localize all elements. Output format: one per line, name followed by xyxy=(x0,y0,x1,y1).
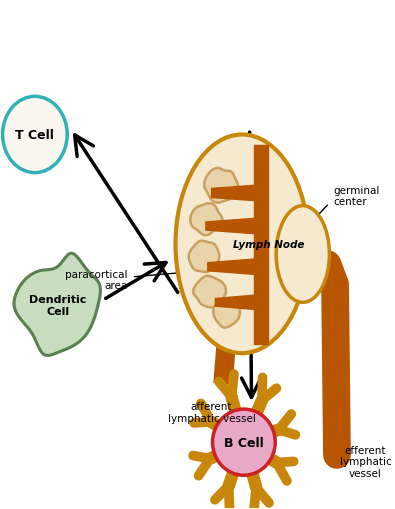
Ellipse shape xyxy=(175,135,308,353)
Polygon shape xyxy=(213,299,240,328)
Polygon shape xyxy=(193,276,226,308)
Text: germinal
center: germinal center xyxy=(333,185,380,207)
Polygon shape xyxy=(254,146,268,345)
Text: T Cell: T Cell xyxy=(15,129,55,142)
Polygon shape xyxy=(215,296,254,310)
Text: paracortical
area: paracortical area xyxy=(66,269,128,291)
Polygon shape xyxy=(212,186,254,201)
Text: afferent
lymphatic vessel: afferent lymphatic vessel xyxy=(167,402,256,423)
Ellipse shape xyxy=(3,97,67,173)
Polygon shape xyxy=(14,253,100,356)
Ellipse shape xyxy=(213,409,275,475)
Polygon shape xyxy=(204,168,238,203)
Polygon shape xyxy=(190,204,222,236)
Text: B Cell: B Cell xyxy=(224,436,264,449)
Polygon shape xyxy=(208,260,254,275)
Text: efferent
lymphatic
vessel: efferent lymphatic vessel xyxy=(340,445,391,478)
Polygon shape xyxy=(206,219,254,234)
Text: Lymph Node: Lymph Node xyxy=(233,239,304,249)
Ellipse shape xyxy=(276,206,329,303)
Text: Dendritic
Cell: Dendritic Cell xyxy=(29,295,87,316)
Polygon shape xyxy=(189,241,219,272)
